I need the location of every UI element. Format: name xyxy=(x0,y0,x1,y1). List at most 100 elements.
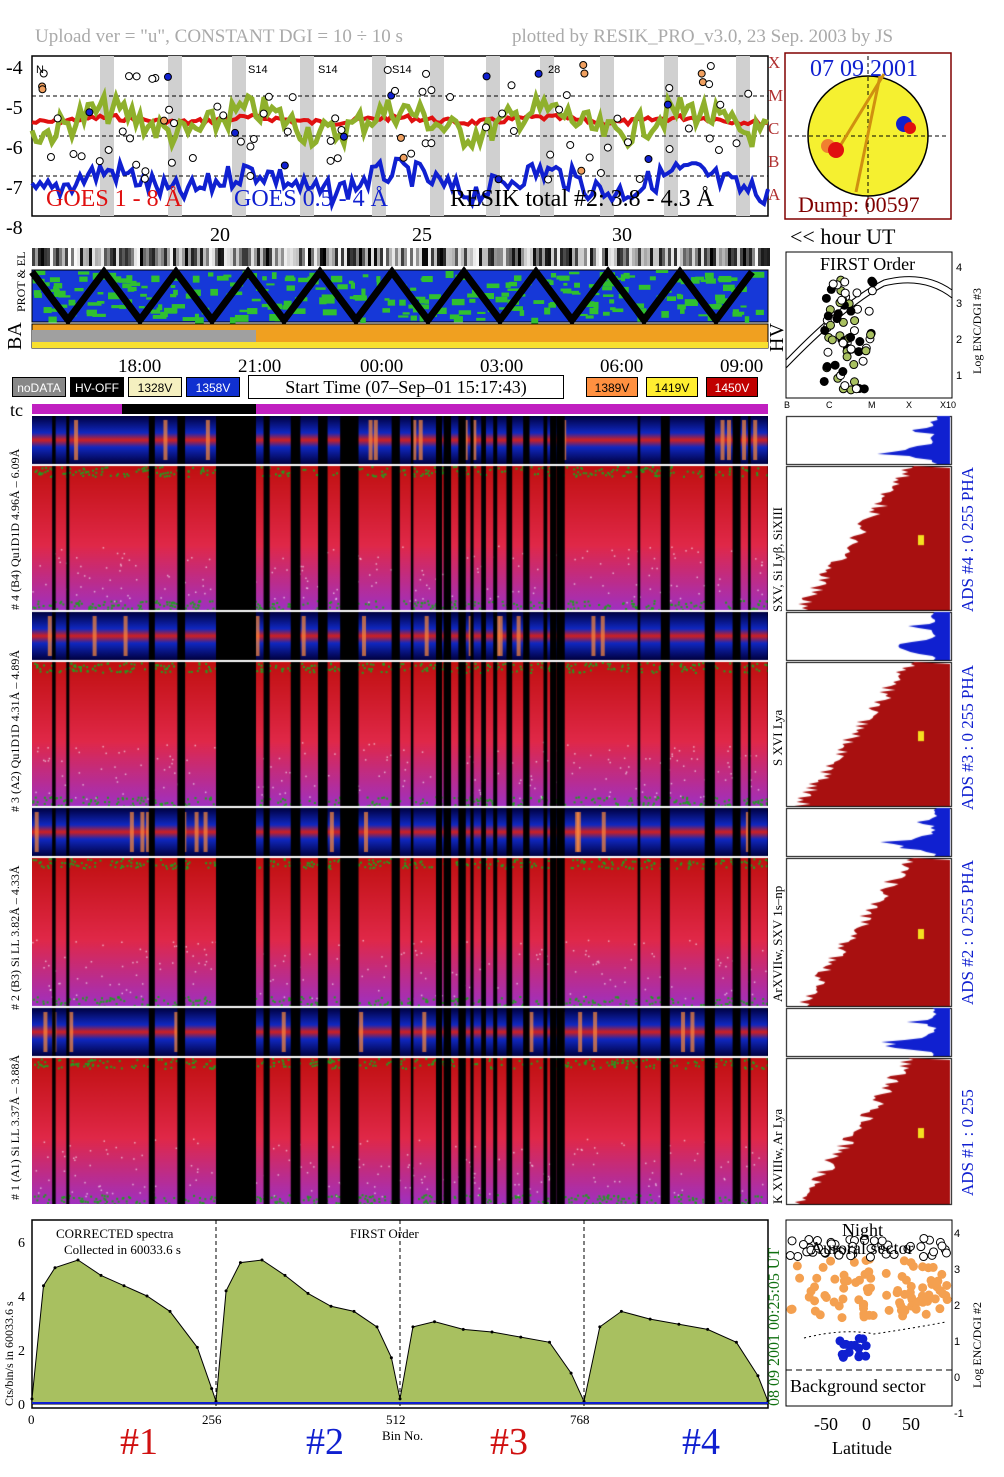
latitude-point xyxy=(839,1283,849,1293)
goes-marker-label: S14 xyxy=(392,64,412,76)
spectrum-point xyxy=(389,1356,393,1360)
latitude-point xyxy=(937,1241,947,1251)
latitude-point xyxy=(820,1290,830,1300)
goes-point xyxy=(665,145,674,154)
legend-nodata: noDATA xyxy=(12,377,66,397)
latitude-point xyxy=(942,1280,952,1290)
latitude-point xyxy=(851,1277,861,1287)
latitude-point xyxy=(884,1305,894,1315)
latitude-point xyxy=(818,1262,828,1272)
goes-point xyxy=(125,72,134,81)
lines-2-label: ArXVIIw, SXV 1s–np xyxy=(770,885,785,1002)
prot-label: PROT & EL xyxy=(14,251,28,312)
goes-point xyxy=(623,138,632,147)
spectra-ytick: 6 xyxy=(18,1236,25,1251)
time-tick: 09:00 xyxy=(720,356,764,377)
goes-point xyxy=(165,105,174,114)
goes-point xyxy=(246,172,255,181)
lat-xtick: -50 xyxy=(814,1414,838,1434)
goes-point xyxy=(407,149,416,158)
latitude-point xyxy=(941,1248,951,1258)
spectrum-point xyxy=(306,1291,310,1295)
goes-point xyxy=(213,102,222,111)
class-tick: C xyxy=(768,119,780,138)
latitude-point xyxy=(820,1247,830,1257)
orbit-plot xyxy=(29,248,770,349)
ytick: 1 xyxy=(956,370,963,382)
goes-point xyxy=(288,93,297,102)
latitude-point xyxy=(921,1309,931,1319)
ytick: 3 xyxy=(954,1264,961,1276)
latitude-point xyxy=(838,1294,848,1304)
ads-2-label: ADS #2 : 0 255 PHA xyxy=(958,860,977,1005)
latitude-point xyxy=(860,1269,870,1279)
goes-point xyxy=(170,119,179,128)
spectrum-point xyxy=(99,1273,103,1277)
goes-marker-label: S14 xyxy=(318,64,338,76)
latitude-point xyxy=(798,1239,808,1249)
spectra-timestamp: 08 09 2001 00:25:05 UT xyxy=(766,1247,783,1406)
first-order-point xyxy=(852,288,862,298)
first-order-point xyxy=(858,356,868,366)
goes-point xyxy=(141,167,150,176)
goes-point xyxy=(77,152,86,161)
goes-point xyxy=(140,174,149,183)
spectrum-point xyxy=(706,1327,710,1331)
latitude-point xyxy=(895,1298,905,1308)
latitude-point xyxy=(919,1252,929,1262)
pha-column xyxy=(784,414,1004,1214)
latitude-point xyxy=(918,1262,928,1272)
spectrum-point xyxy=(76,1258,80,1262)
goes-point xyxy=(148,74,157,83)
latitude-point xyxy=(917,1291,927,1301)
goes-point xyxy=(39,69,48,78)
spectrogram-stack xyxy=(32,416,768,1204)
goes-point xyxy=(744,89,753,98)
channel-number-4: #4 xyxy=(682,1421,720,1463)
lat-xtick: 50 xyxy=(902,1414,920,1434)
latitude-point xyxy=(834,1250,844,1260)
class-tick: M xyxy=(768,86,784,105)
latitude-point xyxy=(937,1269,947,1279)
latitude-point xyxy=(905,1241,915,1251)
spectrum-point xyxy=(260,1258,264,1262)
pha-histograms xyxy=(784,414,954,1214)
latitude-point xyxy=(812,1236,822,1246)
first-order-point xyxy=(846,332,856,342)
latitude-point xyxy=(837,1313,847,1323)
latitude-point xyxy=(834,1301,844,1311)
channel-number-2: #2 xyxy=(306,1421,344,1463)
spectrum-point xyxy=(352,1309,356,1313)
first-order-point xyxy=(840,288,850,298)
ytick: 2 xyxy=(954,1300,961,1312)
latitude-point xyxy=(892,1288,902,1298)
spectrum-point xyxy=(648,1317,652,1321)
day-tick: 30 xyxy=(612,224,632,246)
latitude-point xyxy=(859,1300,869,1310)
latitude-point xyxy=(826,1239,836,1249)
spectrum-point xyxy=(145,1294,149,1298)
goes-point xyxy=(603,143,612,152)
first-order-point xyxy=(868,278,878,288)
first-order-point xyxy=(855,337,865,347)
latitude-point xyxy=(929,1247,939,1257)
goes-ytick: -8 xyxy=(6,217,23,239)
header: Upload ver = "u", CONSTANT DGI = 10 ÷ 10… xyxy=(0,0,1004,47)
goes-point xyxy=(383,65,392,74)
latitude-point xyxy=(935,1304,945,1314)
time-tick: 00:00 xyxy=(360,356,404,377)
latitude-plot xyxy=(785,1219,953,1407)
ytick: 4 xyxy=(954,1228,961,1240)
hour-ut-label: << hour UT xyxy=(790,224,896,249)
goes-marker-label: 28 xyxy=(548,64,561,76)
start-time: Start Time (07–Sep–01 15:17:43) xyxy=(248,375,564,399)
latitude-point-night xyxy=(854,1334,864,1343)
spectra-ytick: 0 xyxy=(18,1398,25,1413)
first-order-point xyxy=(840,277,850,287)
goes-point xyxy=(231,128,240,137)
goes-point xyxy=(665,84,674,93)
goes-point xyxy=(596,168,605,177)
legend-goes-blue: GOES 0.5 - 4 Å xyxy=(234,186,388,212)
latitude-point-night xyxy=(861,1351,871,1361)
latitude-point xyxy=(935,1286,945,1296)
